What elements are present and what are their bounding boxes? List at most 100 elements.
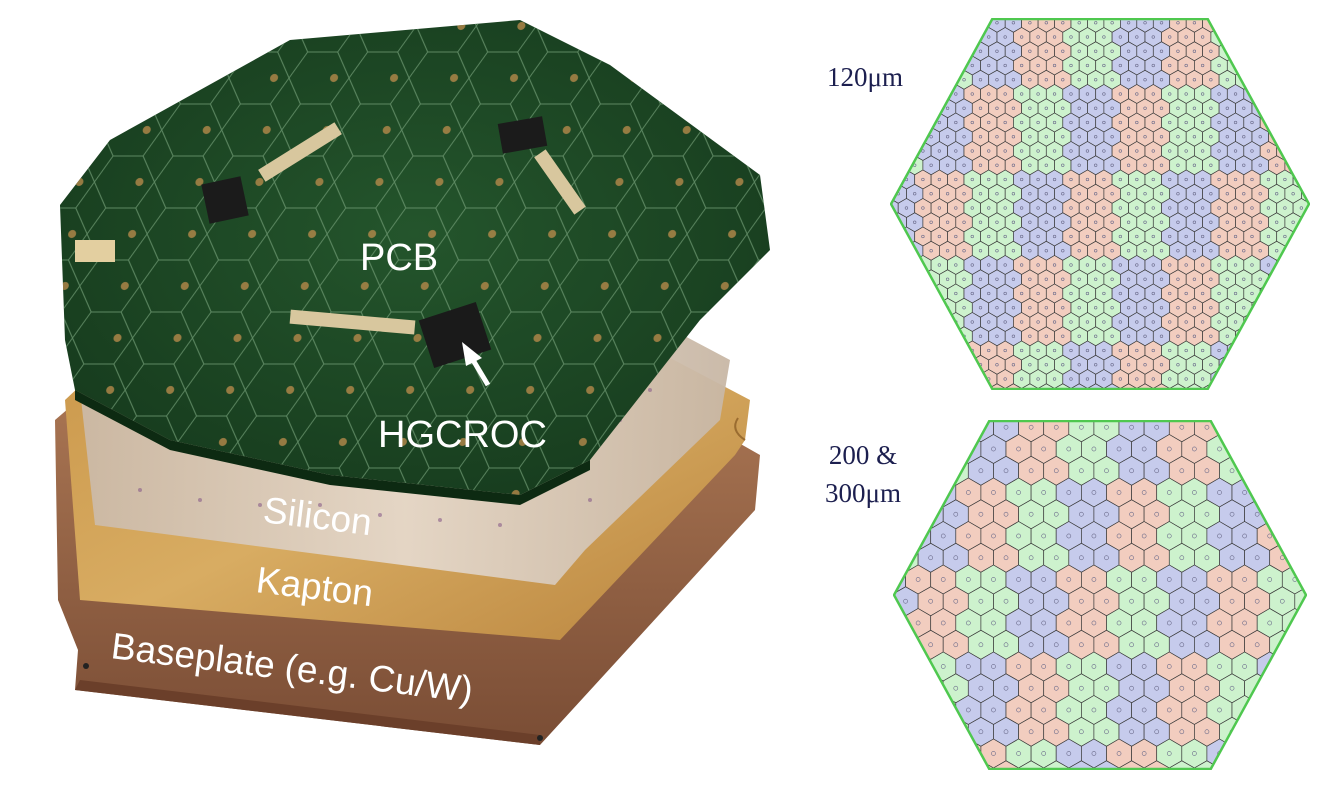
wafer-cell-pad — [1192, 577, 1197, 582]
wafer-cell — [942, 421, 969, 443]
wafer-cell-pad — [1020, 348, 1024, 353]
wafer-cell-pad — [1044, 363, 1048, 367]
wafer-cell-pad — [1143, 135, 1147, 139]
wafer-cell-pad — [978, 21, 983, 25]
wafer-cell-pad — [896, 135, 900, 139]
wafer-cell-pad — [1283, 63, 1287, 68]
wafer-cell-pad — [1166, 577, 1172, 582]
wafer-cell — [1244, 760, 1271, 769]
wafer-cell-pad — [1184, 92, 1188, 96]
wafer-cell-pad — [1266, 177, 1271, 182]
wafer-cell-pad — [1143, 49, 1147, 53]
wafer-cell-pad — [1275, 21, 1279, 25]
wafer-cell-pad — [987, 63, 991, 68]
wafer-cell-pad — [1102, 92, 1106, 96]
wafer-cell-pad — [995, 78, 999, 82]
wafer-cell-pad — [1299, 63, 1303, 68]
wafer-cell-pad — [1166, 620, 1172, 626]
wafer-cell-pad — [904, 120, 909, 125]
wafer-coarse-layout — [893, 420, 1307, 770]
wafer-cell-pad — [945, 334, 950, 338]
wafer-cell — [930, 738, 957, 769]
wafer-cell-pad — [1143, 78, 1147, 82]
wafer-cell — [939, 69, 957, 90]
wafer-cell-pad — [1036, 377, 1040, 381]
wafer-cell-pad — [1217, 620, 1222, 626]
wafer-cell-pad — [891, 120, 892, 125]
wafer-cell-pad — [1028, 598, 1034, 604]
wafer-cell — [906, 126, 924, 147]
wafer-cell — [914, 340, 932, 361]
wafer-cell-pad — [1307, 135, 1309, 139]
wafer-cell-pad — [1041, 664, 1047, 669]
wafer-cell-pad — [1016, 751, 1021, 756]
wafer-cell-pad — [1069, 348, 1073, 353]
wafer-cell-pad — [1176, 78, 1180, 82]
wafer-cell-pad — [1209, 277, 1213, 281]
wafer-cell-pad — [1069, 149, 1073, 153]
wafer-cell-pad — [1159, 277, 1164, 281]
wafer-cell-pad — [1126, 277, 1131, 281]
wafer-cell-pad — [913, 306, 917, 310]
wafer-cell-pad — [1091, 577, 1097, 582]
wafer-cell-pad — [945, 163, 950, 167]
wafer-cell-pad — [1254, 555, 1260, 561]
wafer-cell-pad — [1242, 446, 1247, 452]
wafer-cell-pad — [1307, 49, 1309, 53]
wafer-cell-pad — [891, 92, 892, 96]
wafer-cell-pad — [1091, 446, 1097, 452]
wafer-cell-pad — [945, 277, 950, 281]
wafer-cell-pad — [1102, 291, 1106, 296]
wafer-cell-pad — [904, 35, 909, 39]
wafer-cell-pad — [937, 120, 941, 125]
wafer-cell-pad — [1250, 263, 1254, 267]
wafer-cell-pad — [1003, 92, 1007, 96]
wafer-cell-pad — [929, 135, 933, 139]
wafer-cell-pad — [1279, 424, 1285, 430]
wafer-cell-pad — [995, 21, 999, 25]
wafer-cell-pad — [1003, 348, 1007, 353]
wafer-cell — [1294, 455, 1306, 486]
wafer-cell — [1269, 499, 1296, 530]
wafer-cell-pad — [1143, 249, 1147, 253]
wafer-cell-pad — [1061, 192, 1065, 196]
wafer-cell-pad — [1201, 263, 1205, 267]
wafer-cell-pad — [1028, 306, 1032, 310]
wafer-cell — [914, 84, 932, 104]
wafer-cell-pad — [1077, 21, 1081, 25]
wafer-cell-pad — [903, 729, 908, 735]
wafer-cell-pad — [1126, 21, 1131, 25]
wafer-coarse-label-line2: 300μm — [825, 478, 901, 508]
wafer-cell-pad — [978, 685, 984, 691]
wafer-cell-pad — [991, 751, 996, 756]
wafer-cell-pad — [1179, 468, 1185, 474]
wafer-cell-pad — [1143, 106, 1147, 110]
wafer-cell — [1284, 98, 1302, 119]
wafer-cell — [1292, 84, 1309, 104]
wafer-cell — [1259, 84, 1278, 104]
wafer-cell-pad — [1129, 729, 1134, 735]
wafer-cell — [1276, 283, 1294, 304]
wafer-cell-pad — [1233, 263, 1238, 267]
wafer-cell — [1219, 760, 1245, 769]
wafer-cell-pad — [1242, 21, 1246, 25]
wafer-cell-pad — [1126, 192, 1131, 196]
wafer-cell-pad — [1036, 291, 1040, 296]
wafer-cell-pad — [1292, 490, 1298, 495]
wafer-cell-pad — [1085, 92, 1090, 96]
wafer-cell-pad — [1283, 149, 1287, 153]
wafer-cell — [1244, 716, 1271, 747]
wafer-cell-pad — [1204, 424, 1210, 430]
wafer-cell-pad — [1016, 533, 1021, 539]
wafer-cell-pad — [1176, 306, 1180, 310]
wafer-cell — [894, 421, 919, 443]
wafer-cell-pad — [1028, 555, 1034, 561]
wafer-cell-pad — [1166, 446, 1172, 452]
wafer-cell — [891, 69, 907, 90]
wafer-cell-pad — [1176, 363, 1180, 367]
wafer-cell-pad — [904, 263, 909, 267]
wafer-cell-pad — [1118, 120, 1122, 125]
wafer-cell — [1259, 27, 1278, 47]
wafer-cell-pad — [1151, 234, 1155, 239]
wafer-cell — [894, 477, 906, 508]
